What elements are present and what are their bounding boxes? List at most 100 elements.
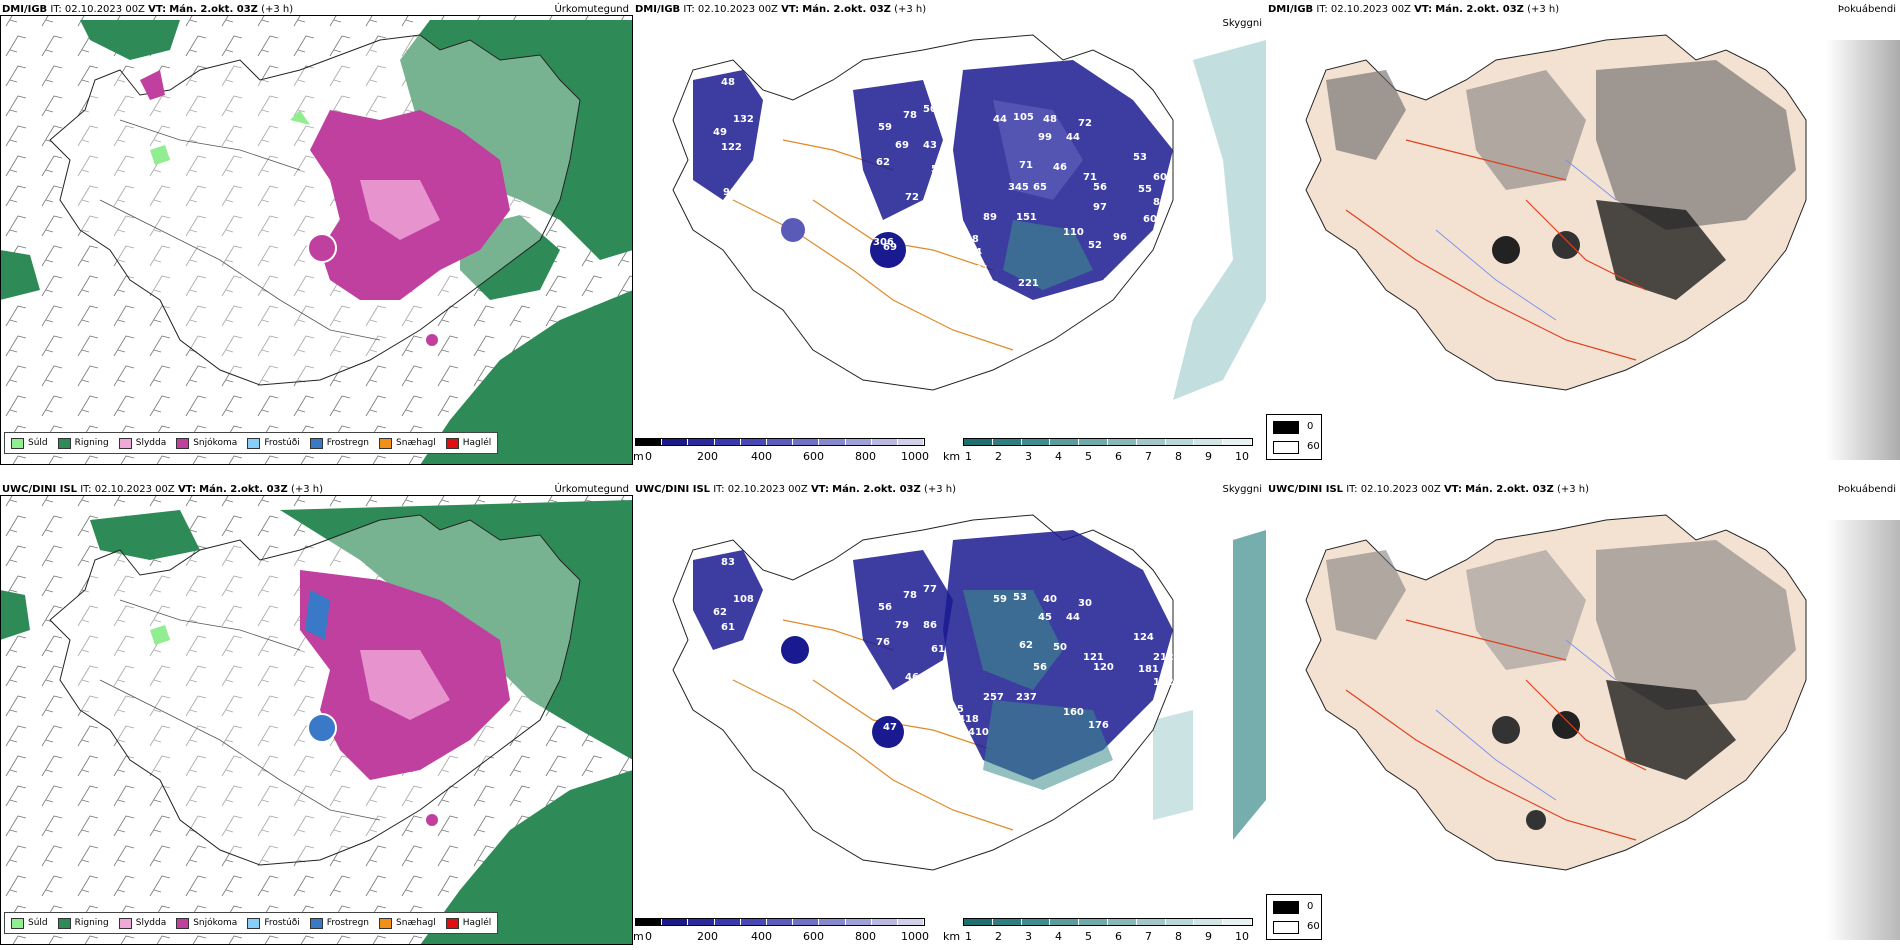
swatch (176, 437, 190, 449)
precip-map (0, 16, 633, 465)
cloud-base-value: 237 (1016, 692, 1037, 703)
cloud-base-value: 78 (903, 110, 917, 121)
row2-fog-panel: UWC/DINI ISL IT: 02.10.2023 00Z VT: Mán.… (1266, 480, 1900, 945)
cloud-base-value: 65 (1033, 182, 1047, 193)
cloud-base-value: 69 (883, 242, 897, 253)
cloud-base-value: 221 (1018, 278, 1039, 289)
cloud-base-value: 72 (1078, 118, 1092, 129)
row2-cloud-panel: 70 83 62 108 61 151 69 53 47 78 56 79 76 77 86 61 46 59 40… (633, 480, 1266, 945)
row2-fog-title: Þokuábendi (1837, 484, 1896, 495)
cloud-base-value: 181 (1138, 664, 1159, 675)
cloud-base-value: 108 (733, 594, 754, 605)
cloud-base-value: 105 (1013, 112, 1034, 123)
cloud-base-value: 94 (968, 247, 982, 258)
cloud-base-value: 120 (1093, 662, 1114, 673)
precip-legend: Súld Rigning Slydda Snjókoma Frostúði Fr… (4, 912, 499, 934)
cloud-base-value: 30 (1078, 598, 1092, 609)
swatch (379, 437, 393, 449)
cloud-base-value: 83 (721, 557, 735, 568)
row1-fog-panel: DMI/IGB IT: 02.10.2023 00Z VT: Mán. 2.ok… (1266, 0, 1900, 465)
row1-precip-header: DMI/IGB IT: 02.10.2023 00Z VT: Mán. 2.ok… (2, 4, 293, 15)
cloud-base-value: 97 (1093, 202, 1107, 213)
cloud-base-value: 49 (713, 127, 727, 138)
cloud-base-value: 50 (1053, 642, 1067, 653)
cloud-base-value: 212 (1153, 652, 1174, 663)
cloud-base-value: 56 (878, 602, 892, 613)
cloud-base-value: 88 (743, 172, 757, 183)
cloud-base-value: 48 (1043, 114, 1057, 125)
cloud-base-value: 51 (931, 164, 945, 175)
cloud-base-value: 43 (923, 140, 937, 151)
cloud-base-value: 69 (743, 652, 757, 663)
swatch (247, 437, 261, 449)
vt-value: Mán. 2.okt. 03Z (169, 4, 258, 15)
swatch (445, 437, 459, 449)
cloud-base-value: 47 (883, 722, 897, 733)
cloud-base-value: 132 (1153, 677, 1174, 688)
legend-item-frostregn: Frostregn (309, 437, 369, 449)
cloud-base-value: 225 (943, 704, 964, 715)
visibility-colorbar: km 1 2 3 4 5 6 7 8 9 10 (943, 438, 1263, 464)
cloud-base-value: 99 (1038, 132, 1052, 143)
cloud-base-value: 44 (1066, 132, 1080, 143)
cloud-base-colorbar: m 0 200 400 600 800 1000 (633, 918, 933, 944)
cloud-base-value: 53 (1013, 592, 1027, 603)
row1-fog-title: Þokuábendi (1837, 4, 1896, 15)
cloud-base-strip (635, 438, 925, 446)
cloud-base-colorbar: m 0 200 400 600 800 1000 (633, 438, 933, 464)
cloud-base-value: 418 (958, 714, 979, 725)
cloud-base-value: 124 (1133, 632, 1154, 643)
legend-item-slydda: Slydda (118, 437, 166, 449)
cloud-base-value: 77 (923, 584, 937, 595)
cbar-unit: m (633, 450, 644, 463)
cloud-base-value: 180 (978, 280, 999, 291)
cloud-base-value: 160 (1063, 707, 1084, 718)
fog-swatch-0 (1273, 421, 1299, 434)
cloud-base-value: 56 (1093, 182, 1107, 193)
it-value: 02.10.2023 00Z (64, 4, 145, 15)
cloud-base-value: 62 (876, 157, 890, 168)
row2-precip-panel: UWC/DINI ISL IT: 02.10.2023 00Z VT: Mán.… (0, 480, 633, 945)
swatch (11, 437, 24, 449)
legend-item-sudd: Súld (11, 437, 48, 449)
lead-time: (+3 h) (261, 4, 294, 15)
cloud-base-value: 48 (721, 77, 735, 88)
cloud-base-value: 50 (923, 104, 937, 115)
cloud-base-value: 79 (895, 620, 909, 631)
precip-legend: Súld Rigning Slydda Snjókoma Frostúði Fr… (4, 432, 499, 454)
cloud-base-value: 151 (723, 667, 744, 678)
fog-swatch-60 (1273, 441, 1299, 454)
cloud-base-value: 110 (1063, 227, 1084, 238)
model-name: UWC/DINI ISL (2, 484, 78, 495)
cloud-base-value: 151 (1016, 212, 1037, 223)
row2-fog-header: UWC/DINI ISL IT: 02.10.2023 00Z VT: Mán.… (1268, 484, 1589, 495)
legend-item-snjokoma: Snjókoma (176, 437, 237, 449)
cloud-base-value: 89 (983, 212, 997, 223)
cloud-base-value: 55 (1138, 184, 1152, 195)
swatch (57, 437, 71, 449)
cloud-base-value: 40 (1043, 594, 1057, 605)
cloud-base-value: 410 (968, 727, 989, 738)
swatch (118, 437, 132, 449)
cloud-base-value: 44 (993, 114, 1007, 125)
fog-map (1305, 514, 1900, 940)
cloud-base-value: 121 (1083, 652, 1104, 663)
legend-item-snaehagl: Snæhagl (379, 437, 436, 449)
cloud-base-value: 61 (931, 644, 945, 655)
row1-cloud-header: DMI/IGB IT: 02.10.2023 00Z VT: Mán. 2.ok… (635, 4, 927, 15)
row1-precip-panel: DMI/IGB IT: 02.10.2023 00Z VT: Mán. 2.ok… (0, 0, 633, 465)
cloud-base-value: 93 (943, 224, 957, 235)
cloud-base-value: 176 (1088, 720, 1109, 731)
cloud-base-value: 76 (876, 637, 890, 648)
fog-legend: 0 60 (1266, 894, 1322, 940)
cloud-base-value: 46 (1053, 162, 1067, 173)
row2-cloud-title: Skyggni (1222, 484, 1262, 495)
cloud-base-value: 96 (1113, 232, 1127, 243)
legend-item-haglel: Haglél (445, 437, 491, 449)
vt-label: VT: (148, 4, 167, 15)
visibility-strip (963, 438, 1253, 446)
cloud-base-value: 52 (1088, 240, 1102, 251)
cloud-base-value: 128 (958, 234, 979, 245)
swatch (309, 437, 323, 449)
